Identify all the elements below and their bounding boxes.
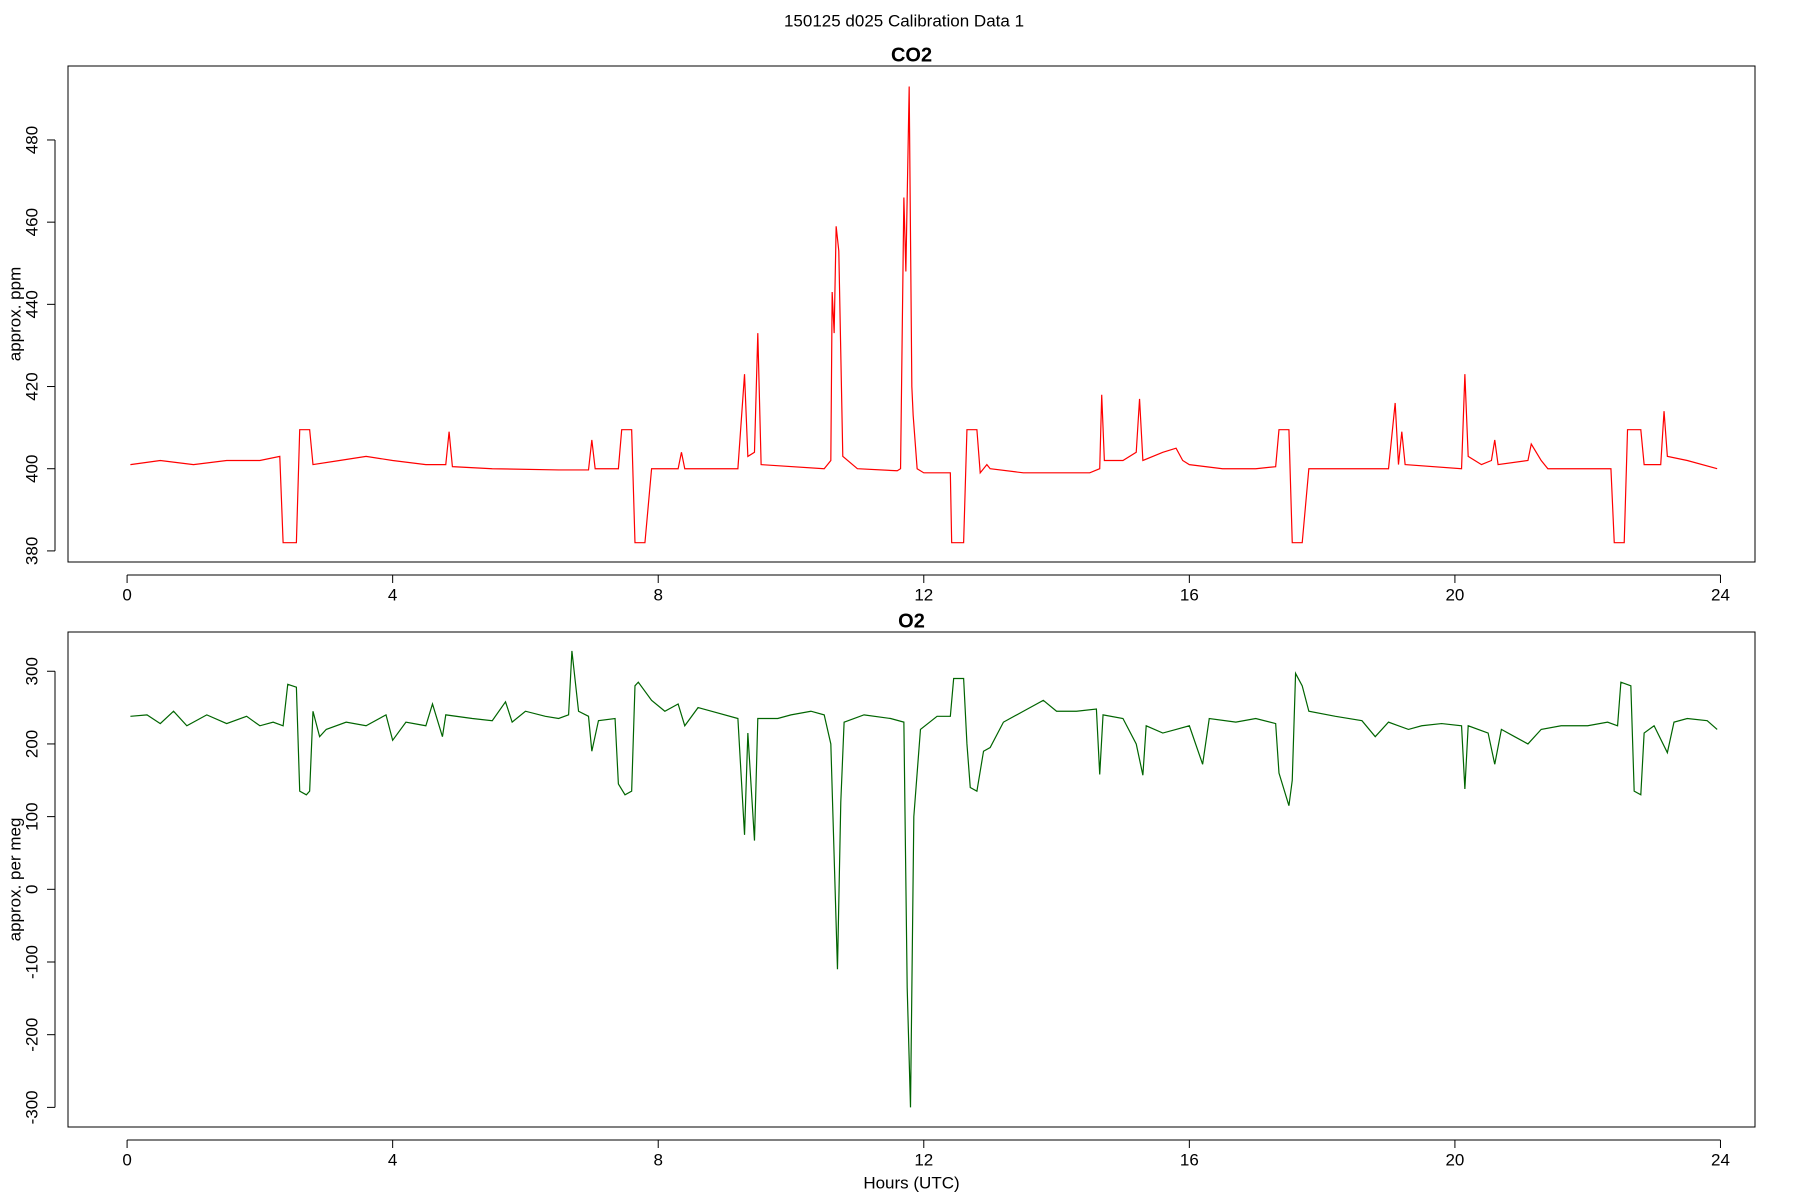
y-tick-label: 440 — [22, 290, 41, 318]
x-tick-label: 24 — [1711, 1150, 1730, 1169]
data-line — [130, 86, 1718, 544]
y-tick-label: 400 — [22, 455, 41, 483]
data-line — [130, 650, 1718, 1108]
x-tick-label: 24 — [1711, 585, 1730, 604]
x-tick-label: 12 — [914, 1150, 933, 1169]
y-tick-label: -300 — [22, 1090, 41, 1124]
y-tick-label: 0 — [22, 885, 41, 894]
plot-frame — [67, 65, 1756, 563]
x-tick-label: 0 — [122, 585, 131, 604]
y-axis-label: approx. per meg — [5, 818, 24, 942]
x-tick-label: 8 — [653, 585, 662, 604]
chart-title: O2 — [898, 610, 925, 632]
y-tick-label: 100 — [22, 802, 41, 830]
x-tick-label: 4 — [388, 1150, 397, 1169]
figure-title: 150125 d025 Calibration Data 1 — [784, 11, 1024, 30]
y-tick-label: 200 — [22, 730, 41, 758]
chart-title: CO2 — [891, 44, 932, 66]
x-tick-label: 20 — [1445, 1150, 1464, 1169]
x-tick-label: 16 — [1180, 585, 1199, 604]
plot-frame — [67, 631, 1756, 1128]
x-tick-label: 0 — [122, 1150, 131, 1169]
y-tick-label: 300 — [22, 657, 41, 685]
x-tick-label: 12 — [914, 585, 933, 604]
y-tick-label: 420 — [22, 372, 41, 400]
x-tick-label: 4 — [388, 585, 397, 604]
y-tick-label: 460 — [22, 208, 41, 236]
y-tick-label: -100 — [22, 945, 41, 979]
x-tick-label: 20 — [1445, 585, 1464, 604]
y-tick-label: 380 — [22, 537, 41, 565]
y-tick-label: 480 — [22, 126, 41, 154]
x-tick-label: 16 — [1180, 1150, 1199, 1169]
y-axis-label: approx. ppm — [5, 267, 24, 362]
x-tick-label: 8 — [653, 1150, 662, 1169]
x-axis-label: Hours (UTC) — [863, 1173, 959, 1192]
y-tick-label: -200 — [22, 1018, 41, 1052]
